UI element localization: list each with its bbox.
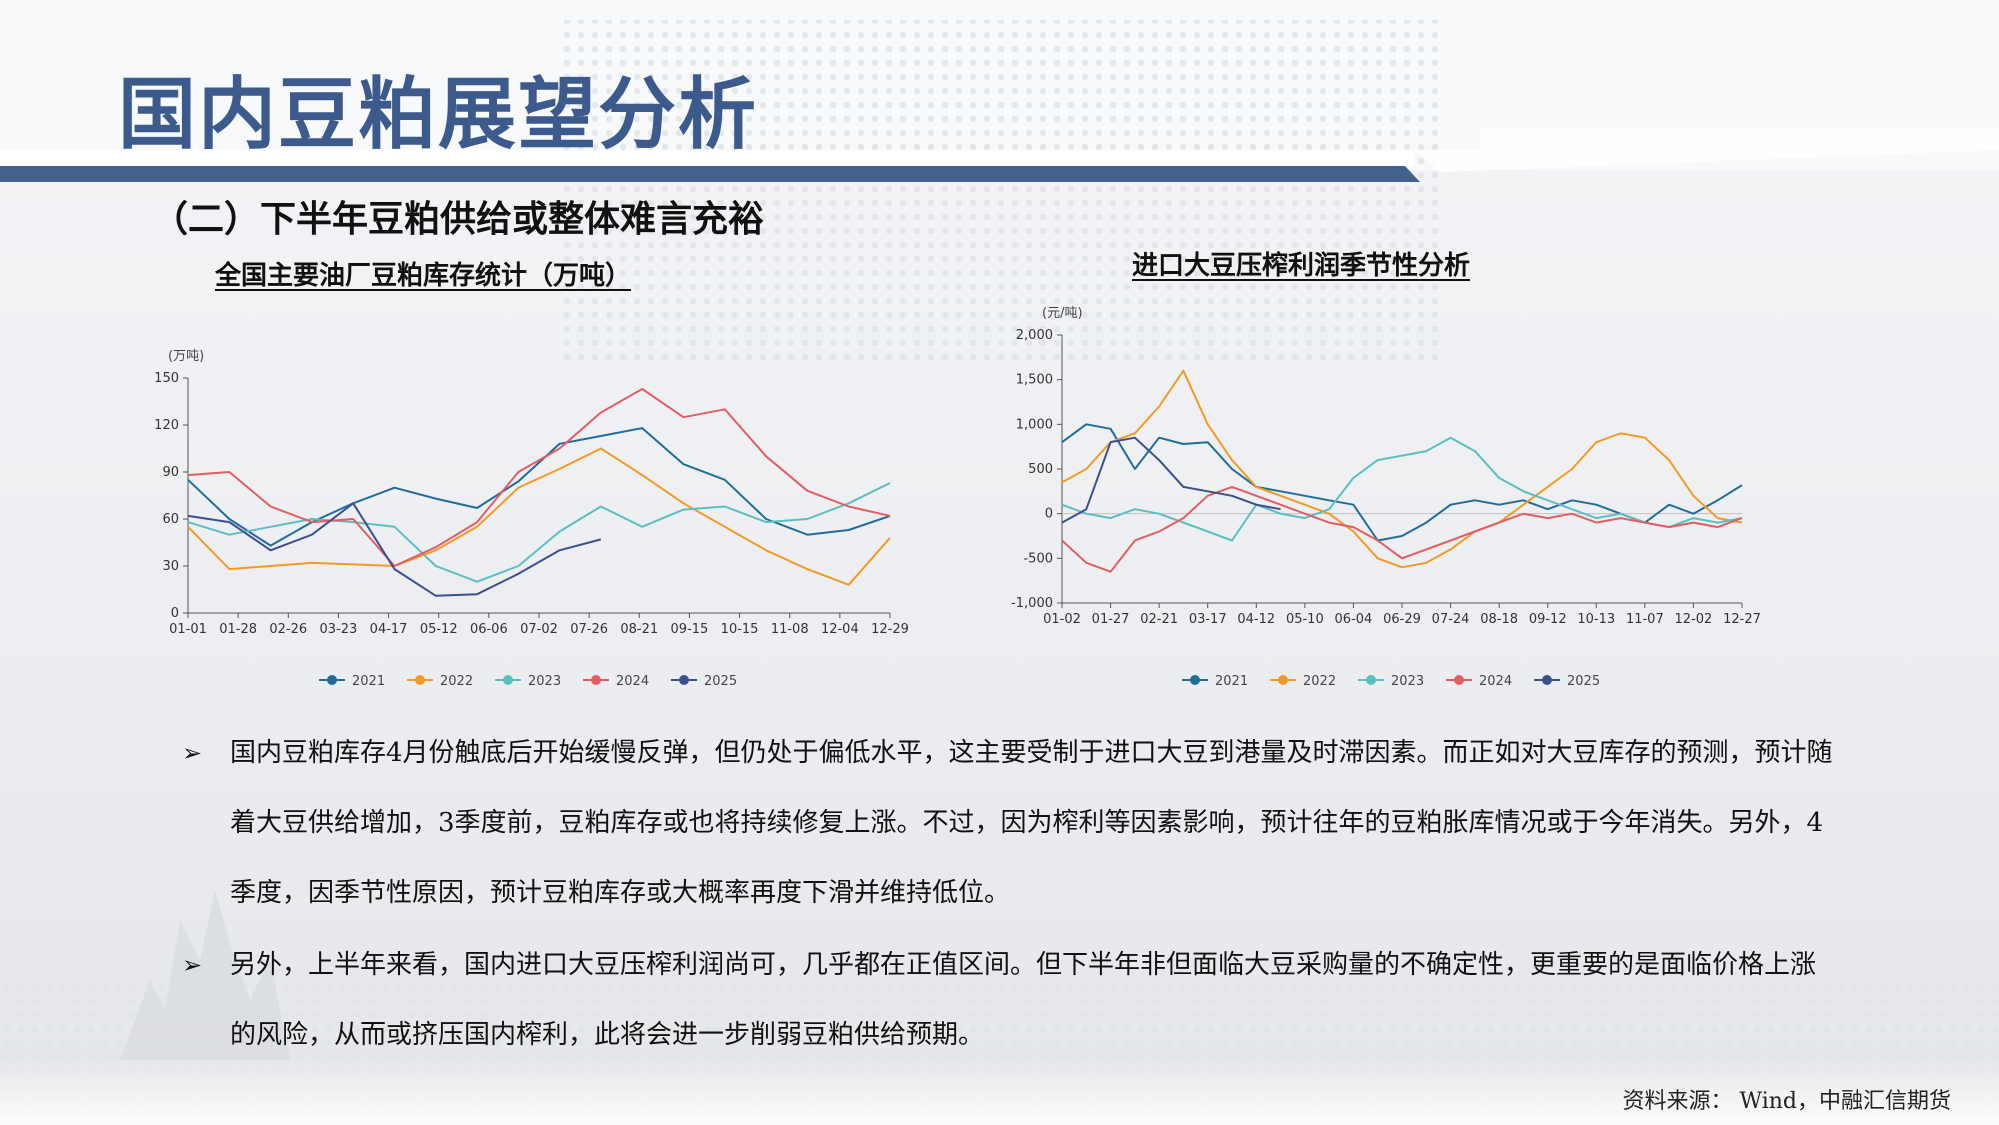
section-subtitle: （二）下半年豆粕供给或整体难言充裕 <box>152 199 765 240</box>
analysis-bullets: ➢ 国内豆粕库存4月份触底后开始缓慢反弹，但仍处于偏低水平，这主要受制于进口大豆… <box>180 718 1840 1072</box>
x-tick-label: 10-15 <box>721 622 759 637</box>
series-line-2022 <box>187 447 891 586</box>
series-line-2023 <box>1061 436 1743 542</box>
y-axis-unit-label: (万吨) <box>168 349 204 364</box>
y-tick-label: -1,000 <box>1011 596 1053 611</box>
x-tick-label: 08-21 <box>620 622 658 637</box>
bullet-item: ➢ 另外，上半年来看，国内进口大豆压榨利润尚可，几乎都在正值区间。但下半年非但面… <box>180 930 1840 1070</box>
legend-label-2025: 2025 <box>1567 674 1600 689</box>
x-tick-label: 12-02 <box>1675 612 1713 627</box>
inventory-line-chart: (万吨) 0 30 60 90 120 150 01-01 01-28 02-26 03-23 04-… <box>154 349 909 689</box>
chart-title-crush-margin: 进口大豆压榨利润季节性分析 <box>1132 251 1471 281</box>
legend-marker-2023 <box>1366 675 1376 685</box>
y-tick-label: 0 <box>171 606 179 621</box>
x-tick-label: 01-02 <box>1043 612 1081 627</box>
y-tick-label: 30 <box>162 559 179 574</box>
crush-margin-line-chart: (元/吨) -1,000 -500 0 500 1,000 1,500 2,000 01-02 0… <box>1011 306 1761 689</box>
y-tick-label: 500 <box>1028 462 1053 477</box>
x-tick-label: 12-27 <box>1723 612 1761 627</box>
y-axis-unit-label: (元/吨) <box>1042 306 1083 321</box>
legend-label-2022: 2022 <box>1303 674 1336 689</box>
legend-marker-2025 <box>1542 675 1552 685</box>
bullet-text: 另外，上半年来看，国内进口大豆压榨利润尚可，几乎都在正值区间。但下半年非但面临大… <box>230 950 1817 1050</box>
legend-label-2024: 2024 <box>1479 674 1512 689</box>
x-tick-label: 04-17 <box>370 622 408 637</box>
x-tick-label: 09-12 <box>1529 612 1567 627</box>
y-tick-label: 1,000 <box>1016 417 1053 432</box>
data-source-note: 资料来源： Wind，中融汇信期货 <box>1622 1089 1951 1114</box>
x-tick-label: 07-02 <box>520 622 558 637</box>
x-tick-label: 06-29 <box>1383 612 1421 627</box>
x-tick-label: 02-21 <box>1140 612 1178 627</box>
legend-label-2023: 2023 <box>528 674 561 689</box>
x-tick-label: 12-29 <box>871 622 909 637</box>
legend-marker-2023 <box>503 675 513 685</box>
legend-label-2024: 2024 <box>616 674 649 689</box>
x-tick-label: 09-15 <box>671 622 709 637</box>
legend-marker-2022 <box>1278 675 1288 685</box>
y-tick-label: 90 <box>162 465 179 480</box>
bullet-item: ➢ 国内豆粕库存4月份触底后开始缓慢反弹，但仍处于偏低水平，这主要受制于进口大豆… <box>180 718 1840 928</box>
page-title: 国内豆粕展望分析 <box>118 70 759 160</box>
x-tick-label: 05-10 <box>1286 612 1324 627</box>
x-tick-label: 08-18 <box>1480 612 1518 627</box>
y-tick-label: -500 <box>1023 551 1053 566</box>
legend-marker-2022 <box>415 675 425 685</box>
x-tick-label: 06-04 <box>1335 612 1373 627</box>
legend-label-2021: 2021 <box>352 674 385 689</box>
y-tick-label: 1,500 <box>1016 373 1053 388</box>
x-tick-label: 01-01 <box>169 622 207 637</box>
x-tick-label: 01-27 <box>1092 612 1130 627</box>
x-tick-label: 11-07 <box>1626 612 1664 627</box>
chart-title-inventory: 全国主要油厂豆粕库存统计（万吨） <box>215 261 632 291</box>
x-tick-label: 01-28 <box>219 622 257 637</box>
x-tick-label: 03-17 <box>1189 612 1227 627</box>
x-tick-label: 04-12 <box>1237 612 1275 627</box>
header-band <box>0 166 1420 182</box>
legend-label-2021: 2021 <box>1215 674 1248 689</box>
series-line-2021 <box>1061 423 1743 542</box>
bullet-text: 国内豆粕库存4月份触底后开始缓慢反弹，但仍处于偏低水平，这主要受制于进口大豆到港… <box>230 738 1833 908</box>
series-line-2021 <box>187 427 891 547</box>
series-line-2024 <box>187 388 891 567</box>
legend-marker-2024 <box>1454 675 1464 685</box>
y-tick-label: 120 <box>154 418 179 433</box>
arrow-bullet-icon: ➢ <box>182 951 203 979</box>
y-tick-label: 0 <box>1045 507 1053 522</box>
x-tick-label: 11-08 <box>771 622 809 637</box>
arrow-bullet-icon: ➢ <box>182 739 203 767</box>
x-tick-label: 06-06 <box>470 622 508 637</box>
legend-label-2025: 2025 <box>704 674 737 689</box>
y-tick-label: 60 <box>162 512 179 527</box>
x-tick-label: 07-26 <box>570 622 608 637</box>
series-line-2022 <box>1061 369 1743 569</box>
x-tick-label: 12-04 <box>821 622 859 637</box>
series-line-2024 <box>1061 485 1743 573</box>
legend-marker-2021 <box>327 675 337 685</box>
legend-label-2022: 2022 <box>440 674 473 689</box>
series-line-2025 <box>187 502 602 597</box>
y-tick-label: 150 <box>154 371 179 386</box>
legend-label-2023: 2023 <box>1391 674 1424 689</box>
x-tick-label: 02-26 <box>269 622 307 637</box>
series-line-2025 <box>1061 436 1281 524</box>
legend-marker-2025 <box>679 675 689 685</box>
x-tick-label: 03-23 <box>320 622 358 637</box>
x-tick-label: 05-12 <box>420 622 458 637</box>
legend-marker-2021 <box>1190 675 1200 685</box>
legend-marker-2024 <box>591 675 601 685</box>
x-tick-label: 10-13 <box>1577 612 1615 627</box>
x-tick-label: 07-24 <box>1432 612 1470 627</box>
y-tick-label: 2,000 <box>1016 328 1053 343</box>
